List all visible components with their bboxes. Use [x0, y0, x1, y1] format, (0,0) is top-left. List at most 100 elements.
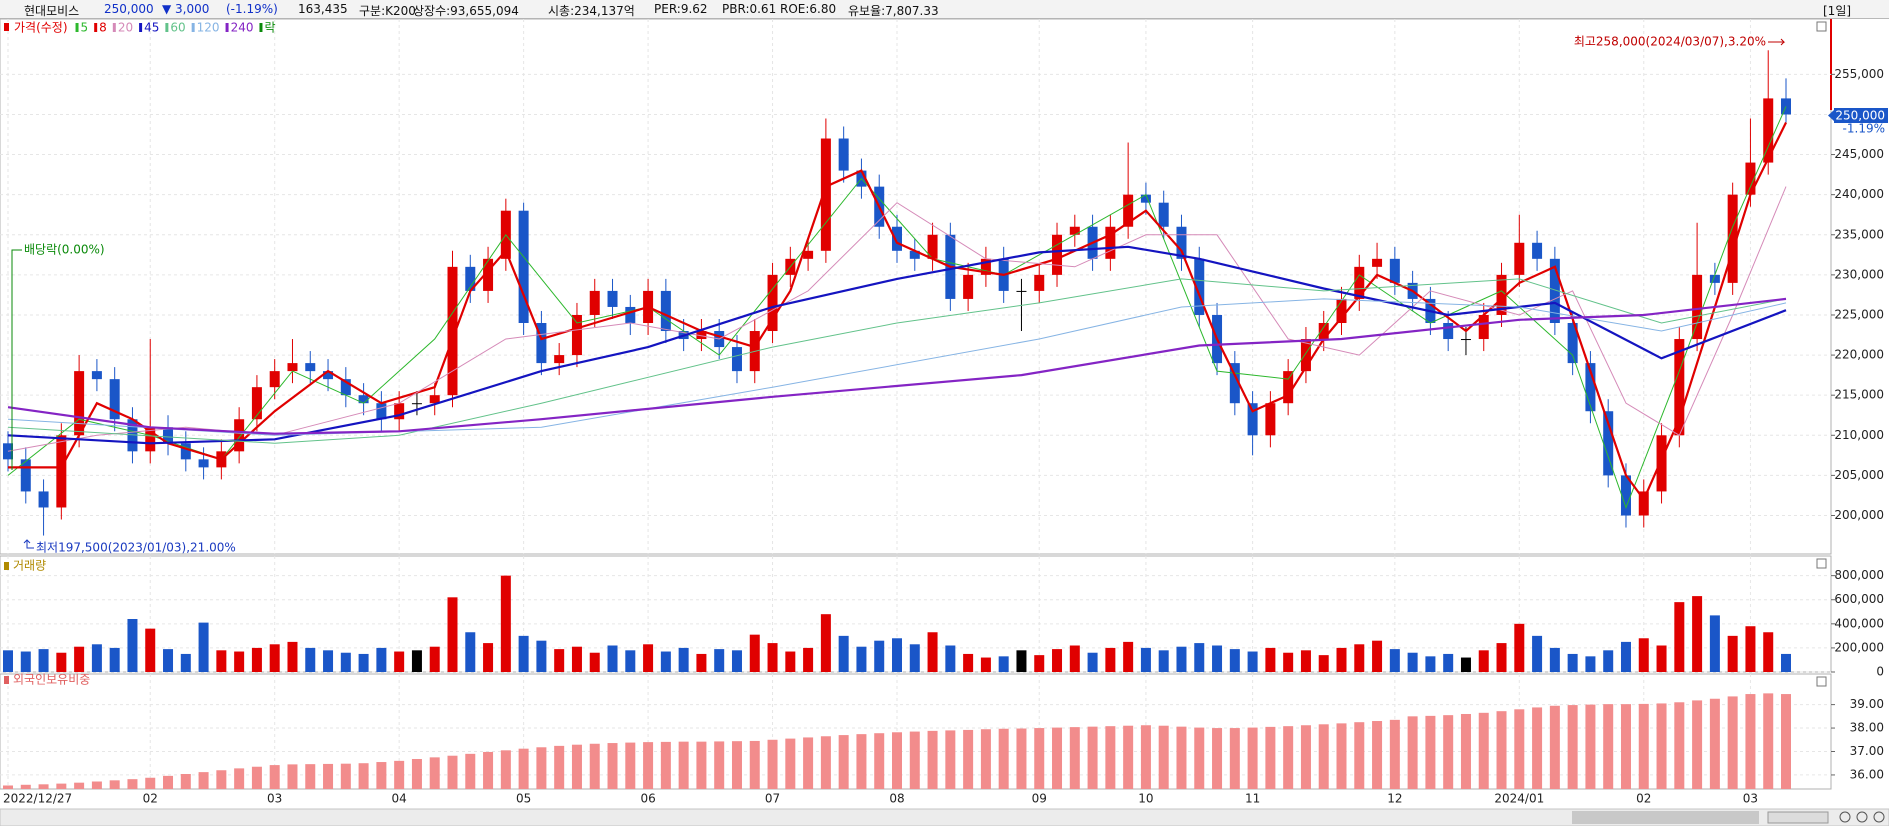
- x-tick-label: 08: [889, 792, 904, 806]
- bar: [1745, 626, 1756, 672]
- bar: [1532, 707, 1543, 789]
- bar: [198, 772, 209, 789]
- bar: [376, 647, 387, 672]
- bar: [74, 782, 85, 789]
- candle-body: [607, 290, 618, 307]
- bar: [1052, 649, 1063, 672]
- y-tick-label: 39.00: [1850, 697, 1884, 711]
- panel-menu-button[interactable]: [1816, 558, 1827, 569]
- bar: [1158, 650, 1169, 672]
- bar: [483, 751, 494, 789]
- bar: [1709, 615, 1720, 672]
- legend-item: 240: [231, 21, 254, 35]
- x-tick-label: 03: [267, 792, 282, 806]
- candle-body: [163, 427, 174, 444]
- candle-body: [1620, 475, 1631, 516]
- y-tick-label: 36.00: [1850, 767, 1884, 781]
- x-tick-label: 04: [392, 792, 407, 806]
- candle-body: [127, 419, 138, 452]
- scrollbar[interactable]: [0, 808, 1889, 826]
- bar: [927, 632, 938, 672]
- candle-body: [145, 427, 156, 452]
- bar: [1620, 641, 1631, 672]
- candle-body: [251, 387, 262, 420]
- bar: [1603, 650, 1614, 672]
- bar: [803, 737, 814, 789]
- bar: [1087, 726, 1098, 789]
- candle-body: [3, 443, 13, 460]
- stock-name[interactable]: 현대모비스: [24, 4, 80, 18]
- pbr: PBR:0.61: [722, 2, 777, 16]
- bar: [269, 765, 280, 789]
- bar: [376, 762, 387, 789]
- bar: [1549, 647, 1560, 672]
- bar: [1638, 638, 1649, 672]
- bar: [714, 649, 725, 672]
- panel-menu-button[interactable]: [1816, 676, 1827, 687]
- bar: [892, 638, 902, 672]
- zoom-in-button[interactable]: [1873, 811, 1885, 823]
- bar: [1496, 643, 1507, 672]
- y-tick-label: 800,000: [1834, 568, 1884, 582]
- legend-item: 120: [197, 21, 220, 35]
- bar: [1158, 725, 1169, 789]
- bar: [127, 619, 138, 672]
- bar: [163, 775, 174, 789]
- bar: [20, 651, 31, 672]
- bar: [1194, 727, 1205, 789]
- legend-item: 5: [81, 21, 89, 35]
- bar: [1016, 650, 1027, 672]
- x-tick-label: 09: [1032, 792, 1047, 806]
- bar: [820, 736, 831, 789]
- header-bar: 현대모비스 250,000 ▼ 3,000 (-1.19%) 163,435 구…: [0, 0, 1889, 19]
- bar: [1443, 715, 1454, 789]
- ma-line: [7, 278, 1787, 444]
- per: PER:9.62: [654, 2, 708, 16]
- bar: [660, 651, 671, 672]
- panel-title-icon: [4, 562, 9, 570]
- bar: [589, 743, 600, 789]
- bar: [643, 742, 654, 789]
- candle-body: [20, 459, 31, 492]
- bar: [20, 784, 31, 789]
- bar: [1247, 651, 1258, 672]
- bar: [945, 730, 956, 789]
- bar: [749, 634, 760, 672]
- legend-swatch: [165, 23, 169, 32]
- period-button[interactable]: [1일]: [1823, 4, 1852, 18]
- x-tick-label: 12: [1387, 792, 1402, 806]
- legend-swatch: [191, 23, 195, 32]
- candle-body: [180, 443, 191, 460]
- bar: [3, 650, 13, 672]
- candle-body: [1016, 290, 1027, 292]
- candle-body: [554, 355, 565, 364]
- legend-swatch: [259, 23, 263, 32]
- ma-line: [8, 122, 1787, 502]
- candle-body: [340, 379, 351, 396]
- bar: [340, 763, 351, 789]
- candle-body: [358, 395, 369, 404]
- bar: [625, 650, 636, 672]
- scroll-thumb[interactable]: [1572, 811, 1759, 824]
- bar: [678, 647, 689, 672]
- zoom-slider[interactable]: [1767, 811, 1829, 824]
- x-tick-label: 2022/12/27: [3, 792, 72, 806]
- reserve-ratio: 유보율:7,807.33: [848, 4, 939, 18]
- candle-body: [1443, 322, 1454, 340]
- bar: [1407, 716, 1418, 789]
- bar: [1425, 656, 1436, 672]
- bar: [1638, 703, 1649, 789]
- bar: [269, 644, 280, 672]
- bar: [1781, 694, 1791, 789]
- bar: [1318, 655, 1329, 672]
- panel-menu-button[interactable]: [1816, 21, 1827, 32]
- bar: [1656, 703, 1667, 789]
- bar: [1372, 640, 1383, 672]
- zoom-out-button[interactable]: [1839, 811, 1851, 823]
- bar: [1674, 702, 1685, 789]
- last-price-label: 250,000: [1835, 109, 1885, 123]
- candle-body: [91, 371, 102, 380]
- zoom-reset-button[interactable]: [1856, 811, 1868, 823]
- bar: [767, 739, 778, 789]
- bar: [1140, 647, 1151, 672]
